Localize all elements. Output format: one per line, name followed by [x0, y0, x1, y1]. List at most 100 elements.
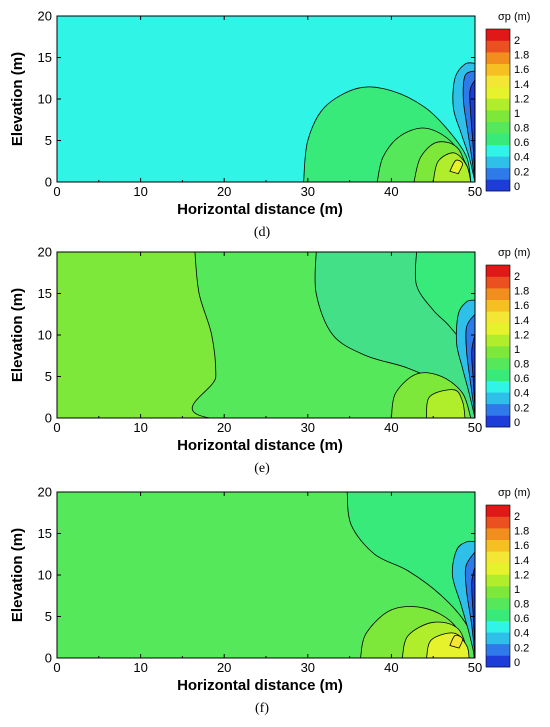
colorbar-tick-label: 0.8: [514, 599, 529, 611]
contour-region-8: [469, 79, 475, 180]
colorbar-title: σp (m): [498, 487, 530, 499]
colorbar-tick-label: 0.2: [514, 642, 529, 654]
y-tick-label: 20: [38, 485, 52, 500]
colorbar-swatch: [486, 620, 510, 633]
colorbar-swatch: [486, 574, 510, 587]
x-tick-label: 30: [301, 420, 315, 435]
colorbar-swatch: [486, 632, 510, 645]
colorbar-swatch: [486, 144, 510, 157]
colorbar-swatch: [486, 528, 510, 541]
colorbar-tick-label: 1: [514, 108, 520, 120]
colorbar-swatch: [486, 265, 510, 277]
x-tick-label: 30: [301, 184, 315, 199]
x-tick-label: 40: [384, 660, 398, 675]
colorbar-swatch: [486, 415, 510, 428]
y-axis-label: Elevation (m): [9, 52, 26, 146]
colorbar-swatch: [486, 29, 510, 41]
colorbar-tick-label: 1.4: [514, 79, 529, 91]
colorbar-swatch: [486, 167, 510, 180]
colorbar-tick-label: 1: [514, 584, 520, 596]
x-tick-label: 40: [384, 420, 398, 435]
colorbar-tick-label: 0.4: [514, 388, 529, 400]
colorbar-tick-label: 0.4: [514, 152, 529, 164]
colorbar-swatch: [486, 369, 510, 382]
colorbar-swatch: [486, 110, 510, 122]
x-tick-label: 50: [468, 420, 482, 435]
colorbar-swatch: [486, 133, 510, 146]
panel-label: (f): [255, 701, 269, 716]
x-tick-label: 0: [53, 184, 60, 199]
x-tick-label: 0: [53, 660, 60, 675]
colorbar-tick-label: 1.8: [514, 286, 529, 298]
colorbar-swatch: [486, 322, 510, 335]
colorbar-swatch: [486, 597, 510, 610]
colorbar-tick-label: 0.6: [514, 137, 529, 149]
y-tick-label: 10: [38, 92, 52, 107]
colorbar-swatch: [486, 156, 510, 169]
contour-region-8: [471, 334, 475, 410]
y-tick-label: 5: [45, 133, 52, 148]
x-tick-label: 10: [133, 660, 147, 675]
colorbar-tick-label: 1.8: [514, 526, 529, 538]
colorbar-swatch: [486, 539, 510, 552]
colorbar-tick-label: 0.2: [514, 402, 529, 414]
contour-region-5: [449, 159, 463, 175]
x-axis-label: Horizontal distance (m): [177, 201, 343, 218]
colorbar-swatch: [486, 121, 510, 134]
y-tick-label: 15: [38, 286, 52, 301]
colorbar-swatch: [486, 346, 510, 358]
panel-label: (d): [254, 225, 271, 240]
colorbar-tick-label: 1.6: [514, 64, 529, 76]
x-tick-label: 20: [217, 420, 231, 435]
y-tick-label: 0: [45, 175, 52, 190]
x-tick-label: 0: [53, 420, 60, 435]
colorbar-swatch: [486, 40, 510, 53]
colorbar-swatch: [486, 516, 510, 529]
colorbar: 0 0.2 0.4 0.6 0.8 1 1.2 1.4 1.6 1.8 2 σp (m): [485, 247, 530, 429]
x-axis-label: Horizontal distance (m): [177, 677, 343, 694]
colorbar: 0 0.2 0.4 0.6 0.8 1 1.2 1.4 1.6 1.8 2 σp (m): [485, 487, 530, 669]
x-tick-label: 20: [217, 660, 231, 675]
contour-region-1: [346, 492, 475, 658]
colorbar-swatch: [486, 380, 510, 393]
x-tick-label: 50: [468, 660, 482, 675]
contour-region-5: [449, 634, 463, 649]
colorbar-swatch: [486, 505, 510, 517]
colorbar-tick-label: 0: [514, 181, 520, 193]
colorbar-swatch: [486, 179, 510, 192]
colorbar-tick-label: 1.2: [514, 93, 529, 105]
colorbar-swatch: [486, 562, 510, 575]
colorbar-swatch: [486, 276, 510, 289]
colorbar-swatch: [486, 63, 510, 76]
colorbar-tick-label: 0.8: [514, 359, 529, 371]
y-tick-label: 15: [38, 50, 52, 65]
colorbar-title: σp (m): [498, 11, 530, 23]
colorbar-tick-label: 1.6: [514, 540, 529, 552]
colorbar-swatch: [486, 299, 510, 312]
contour-region-7: [465, 313, 475, 416]
y-tick-label: 5: [45, 369, 52, 384]
panel-label: (e): [254, 461, 270, 476]
y-axis-label: Elevation (m): [9, 528, 26, 622]
x-tick-label: 10: [133, 420, 147, 435]
colorbar-swatch: [486, 311, 510, 324]
colorbar-tick-label: 1.6: [514, 300, 529, 312]
colorbar-swatch: [486, 357, 510, 370]
y-tick-label: 10: [38, 568, 52, 583]
x-tick-label: 20: [217, 184, 231, 199]
colorbar-tick-label: 1.2: [514, 329, 529, 341]
y-tick-label: 0: [45, 411, 52, 426]
colorbar-swatch: [486, 551, 510, 564]
colorbar-tick-label: 1.4: [514, 315, 529, 327]
y-tick-label: 20: [38, 9, 52, 24]
colorbar-tick-label: 0: [514, 417, 520, 429]
colorbar-swatch: [486, 403, 510, 416]
colorbar-swatch: [486, 655, 510, 668]
colorbar-tick-label: 2: [514, 271, 520, 283]
colorbar-title: σp (m): [498, 247, 530, 259]
y-tick-label: 0: [45, 651, 52, 666]
